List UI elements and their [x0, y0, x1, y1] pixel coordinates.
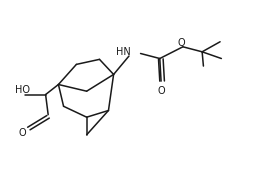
Text: O: O — [19, 128, 26, 138]
Text: O: O — [157, 86, 165, 96]
Text: HO: HO — [15, 85, 30, 95]
Text: O: O — [178, 38, 186, 48]
Text: HN: HN — [116, 47, 130, 57]
